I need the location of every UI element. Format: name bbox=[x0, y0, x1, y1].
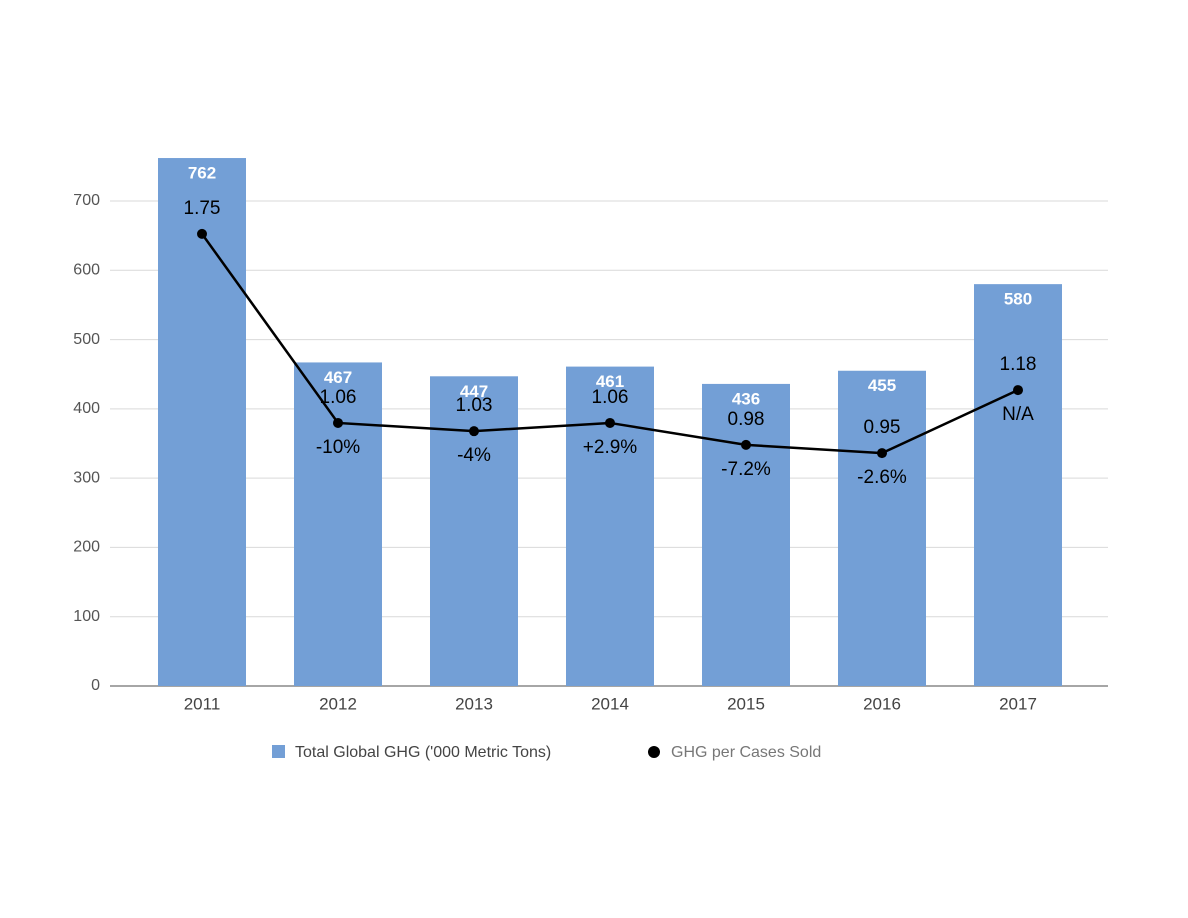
bar bbox=[702, 383, 790, 686]
y-tick-label: 500 bbox=[73, 331, 100, 348]
x-tick-label: 2016 bbox=[863, 694, 901, 713]
bar-label: 461 bbox=[596, 372, 624, 391]
bar-label: 447 bbox=[460, 382, 488, 401]
x-tick-label: 2013 bbox=[455, 694, 493, 713]
x-tick-label: 2017 bbox=[999, 694, 1037, 713]
x-tick-label: 2011 bbox=[184, 694, 221, 713]
point bbox=[741, 439, 751, 450]
y-tick-label: 400 bbox=[73, 400, 100, 417]
bar-label: 762 bbox=[188, 164, 216, 183]
annotation: -4% bbox=[457, 445, 491, 466]
point bbox=[333, 417, 343, 428]
annotation: N/A bbox=[1002, 404, 1034, 425]
point bbox=[877, 448, 887, 459]
y-tick-label: 100 bbox=[73, 608, 100, 625]
y-tick-label: 700 bbox=[73, 192, 100, 209]
bar-label: 436 bbox=[732, 389, 760, 408]
point-label: 0.95 bbox=[864, 417, 901, 438]
point bbox=[605, 417, 615, 428]
y-tick-label: 300 bbox=[73, 469, 100, 486]
annotation: +2.9% bbox=[583, 437, 638, 458]
bar-label: 455 bbox=[868, 376, 896, 395]
bar bbox=[158, 158, 246, 687]
legend-swatch bbox=[648, 746, 660, 758]
y-tick-label: 0 bbox=[91, 677, 100, 694]
point-label: 1.75 bbox=[184, 198, 221, 219]
legend-label: Total Global GHG ('000 Metric Tons) bbox=[295, 744, 551, 761]
point-label: 1.06 bbox=[592, 387, 629, 408]
point bbox=[469, 426, 479, 437]
annotation: -7.2% bbox=[721, 459, 771, 480]
bar-label: 467 bbox=[324, 368, 352, 387]
x-tick-label: 2014 bbox=[591, 694, 629, 713]
x-tick-label: 2015 bbox=[727, 694, 765, 713]
annotation: -10% bbox=[316, 437, 360, 458]
bar bbox=[294, 362, 382, 686]
legend-swatch bbox=[272, 745, 285, 758]
bar bbox=[838, 370, 926, 686]
point bbox=[197, 228, 207, 239]
point-label: 1.06 bbox=[320, 387, 357, 408]
bar bbox=[974, 284, 1062, 686]
y-tick-label: 200 bbox=[73, 539, 100, 556]
point-label: 1.03 bbox=[456, 395, 493, 416]
bar-label: 580 bbox=[1004, 290, 1032, 309]
x-tick-label: 2012 bbox=[319, 694, 357, 713]
y-tick-label: 600 bbox=[73, 262, 100, 279]
legend-label: GHG per Cases Sold bbox=[671, 744, 821, 761]
point-label: 1.18 bbox=[1000, 354, 1037, 375]
annotation: -2.6% bbox=[857, 467, 907, 488]
bar bbox=[430, 376, 518, 686]
point-label: 0.98 bbox=[728, 409, 765, 430]
bar bbox=[566, 366, 654, 686]
point bbox=[1013, 385, 1023, 396]
